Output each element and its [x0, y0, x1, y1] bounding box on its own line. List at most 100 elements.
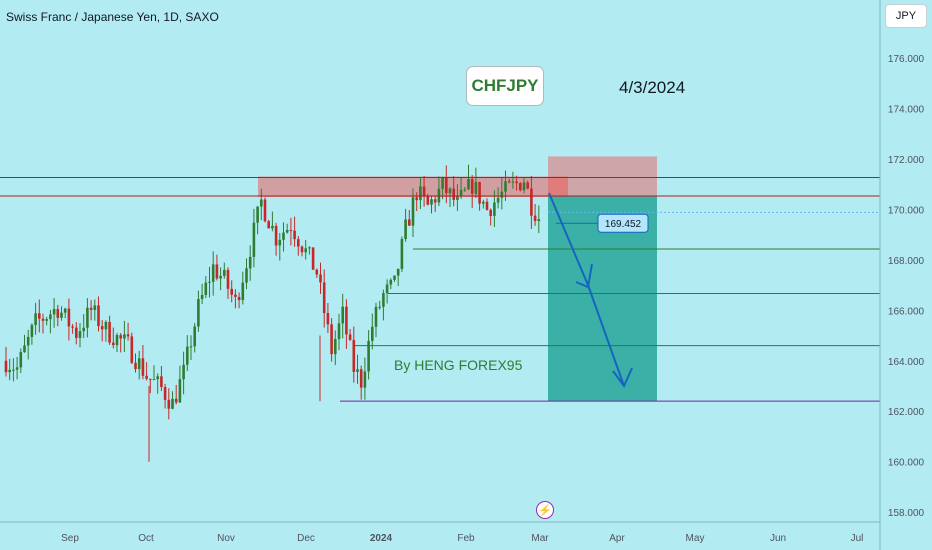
candle-body	[474, 182, 478, 194]
candle-body	[519, 183, 522, 191]
candle-body	[260, 199, 263, 207]
x-tick-label: 2024	[370, 533, 393, 544]
candle-body	[530, 188, 533, 216]
candle-body	[367, 340, 370, 372]
y-tick-label: 158.000	[888, 508, 925, 519]
candle-body	[396, 268, 400, 276]
target-label-box	[597, 213, 649, 233]
candle-body	[15, 367, 19, 370]
x-tick-label: Feb	[457, 533, 475, 544]
candle-body	[345, 306, 348, 335]
candle-body	[163, 387, 167, 400]
candle-body	[359, 369, 363, 388]
candle-body	[297, 239, 300, 247]
x-tick-label: May	[686, 533, 705, 544]
candle-body	[470, 179, 474, 194]
candle-body	[38, 313, 41, 319]
y-tick-label: 174.000	[888, 104, 925, 115]
candle-body	[415, 197, 418, 201]
candle-body	[404, 219, 407, 240]
candle-body	[522, 182, 526, 191]
candle-body	[504, 181, 507, 192]
candle-body	[433, 199, 437, 203]
candle-body	[456, 196, 459, 200]
candle-body	[515, 181, 518, 184]
candle-body	[112, 342, 115, 346]
candle-body	[56, 309, 60, 318]
candle-body	[341, 306, 344, 324]
candle-body	[8, 369, 11, 373]
arrow-head	[575, 263, 593, 289]
candle-body	[149, 378, 152, 380]
candle-body	[267, 221, 270, 229]
x-tick-label: Apr	[609, 533, 625, 544]
candle-body	[385, 284, 389, 294]
candle-body	[326, 313, 330, 325]
y-tick-label: 162.000	[888, 407, 925, 418]
lightning-icon[interactable]: ⚡	[536, 501, 554, 519]
candle-body	[12, 369, 15, 371]
candle-body	[485, 201, 489, 210]
x-tick-label: Sep	[61, 533, 79, 544]
currency-button[interactable]: JPY	[885, 4, 927, 28]
price-axis	[880, 0, 932, 550]
candle-body	[182, 364, 185, 380]
candle-body	[330, 324, 333, 355]
candle-body	[337, 323, 341, 340]
candle-body	[507, 181, 511, 183]
candle-body	[378, 306, 381, 308]
candle-body	[141, 358, 145, 376]
candle-body	[263, 199, 267, 222]
y-tick-label: 170.000	[888, 205, 925, 216]
candle-body	[197, 299, 200, 327]
candle-body	[537, 219, 541, 222]
candle-body	[363, 371, 367, 388]
candle-body	[300, 246, 304, 253]
candle-body	[230, 288, 233, 295]
candle-body	[452, 188, 455, 200]
candle-body	[200, 294, 204, 300]
candle-body	[67, 308, 71, 327]
y-tick-label: 164.000	[888, 357, 925, 368]
candle-body	[130, 336, 134, 363]
candle-body	[445, 177, 448, 194]
candle-body	[4, 360, 8, 373]
x-tick-label: Jul	[851, 533, 864, 544]
candle-body	[204, 282, 208, 295]
candle-body	[278, 239, 282, 246]
candle-body	[156, 376, 159, 380]
x-tick-label: Dec	[297, 533, 315, 544]
candle-body	[389, 279, 393, 285]
candle-body	[71, 326, 74, 328]
candle-body	[526, 182, 529, 189]
candle-body	[100, 326, 104, 330]
candle-body	[426, 195, 430, 205]
candle-body	[293, 230, 296, 240]
candle-body	[82, 327, 85, 332]
candle-body	[89, 307, 93, 310]
candle-body	[223, 269, 226, 276]
candle-body	[104, 321, 108, 330]
candle-body	[145, 375, 148, 379]
candle-body	[356, 369, 359, 372]
candle-body	[86, 307, 89, 328]
candle-body	[26, 336, 30, 346]
candle-body	[60, 312, 63, 318]
candle-body	[123, 334, 126, 339]
candle-body	[193, 326, 196, 347]
candle-body	[422, 186, 426, 196]
candle-body	[45, 319, 48, 321]
candle-body	[500, 191, 504, 198]
candle-body	[322, 282, 326, 314]
author-label: By HENG FOREX95	[394, 357, 523, 373]
candle-body	[319, 274, 322, 283]
candle-body	[178, 379, 182, 403]
candle-body	[41, 318, 45, 321]
candle-body	[219, 275, 222, 279]
candle-body	[478, 182, 481, 204]
arrow-head	[612, 367, 633, 388]
candle-body	[215, 264, 219, 279]
candle-body	[348, 334, 352, 340]
candle-body	[248, 256, 252, 269]
